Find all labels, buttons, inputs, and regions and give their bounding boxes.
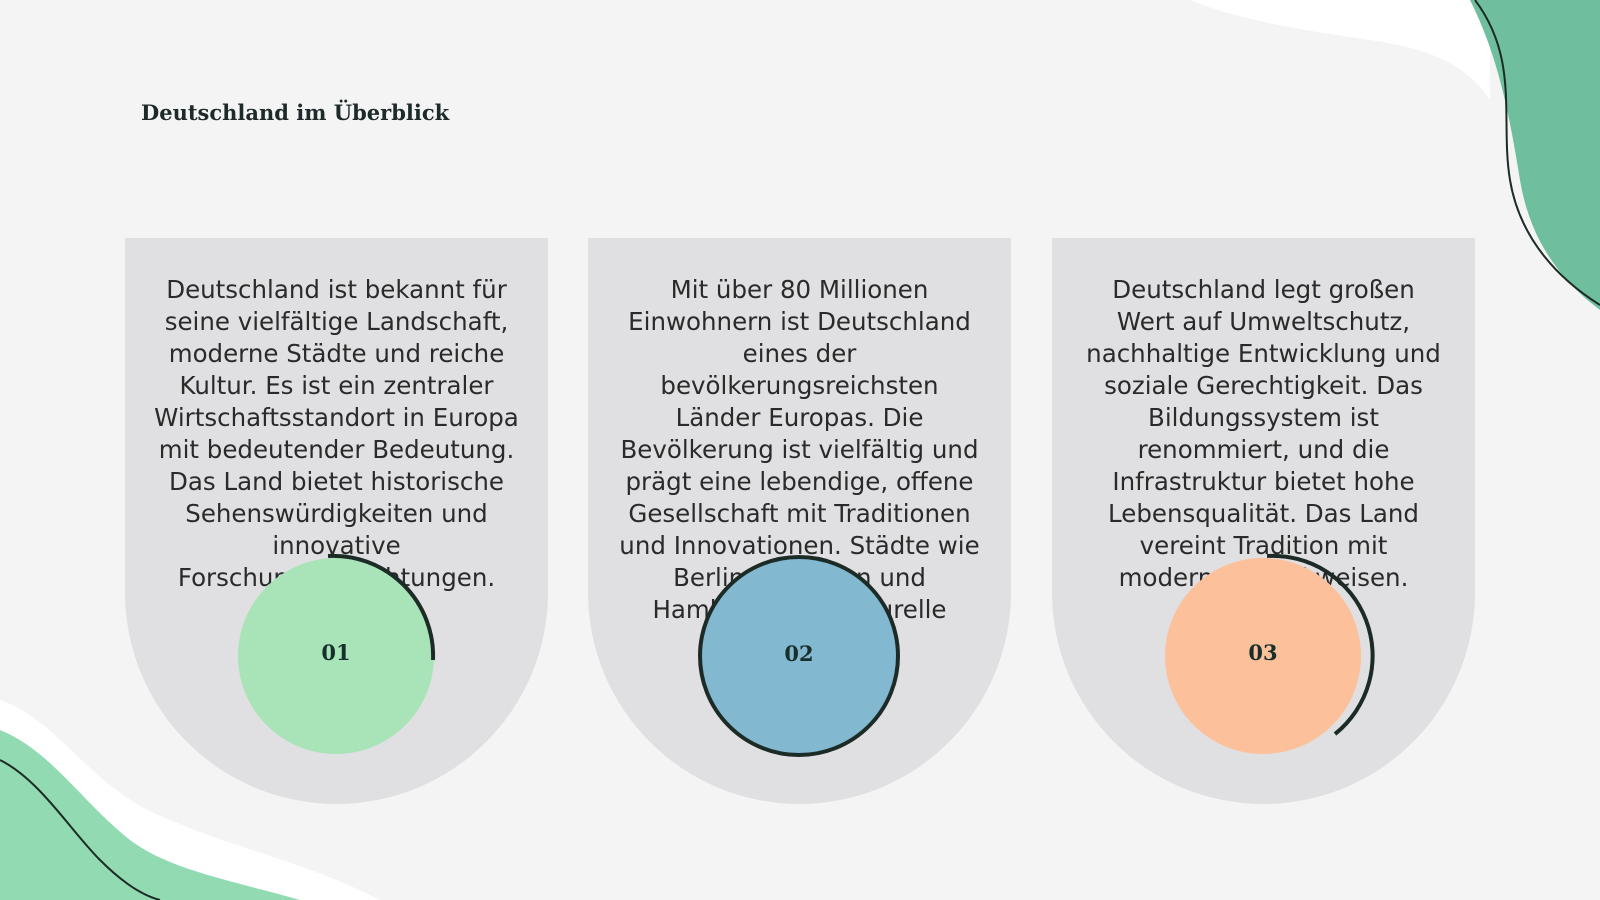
badge-number: 03 [1248,640,1278,665]
info-card: Deutschland legt großen Wert auf Umwelts… [1052,238,1475,804]
card-text: Mit über 80 Millionen Einwohnern ist Deu… [619,275,980,624]
slide-title: Deutschland im Überblick [141,100,450,125]
badge-number: 02 [784,641,814,666]
number-badge: 02 [698,555,900,757]
info-card: Deutschland ist bekannt für seine vielfä… [125,238,548,804]
badge-number: 01 [321,640,351,665]
info-card: Mit über 80 Millionen Einwohnern ist Deu… [588,238,1011,804]
card-text: Deutschland legt großen Wert auf Umwelts… [1086,275,1441,592]
number-badge: 03 [1165,558,1361,754]
badge-arc [1266,553,1375,736]
badge-arc [327,553,436,661]
card-text: Deutschland ist bekannt für seine vielfä… [154,275,519,592]
number-badge: 01 [238,558,434,754]
